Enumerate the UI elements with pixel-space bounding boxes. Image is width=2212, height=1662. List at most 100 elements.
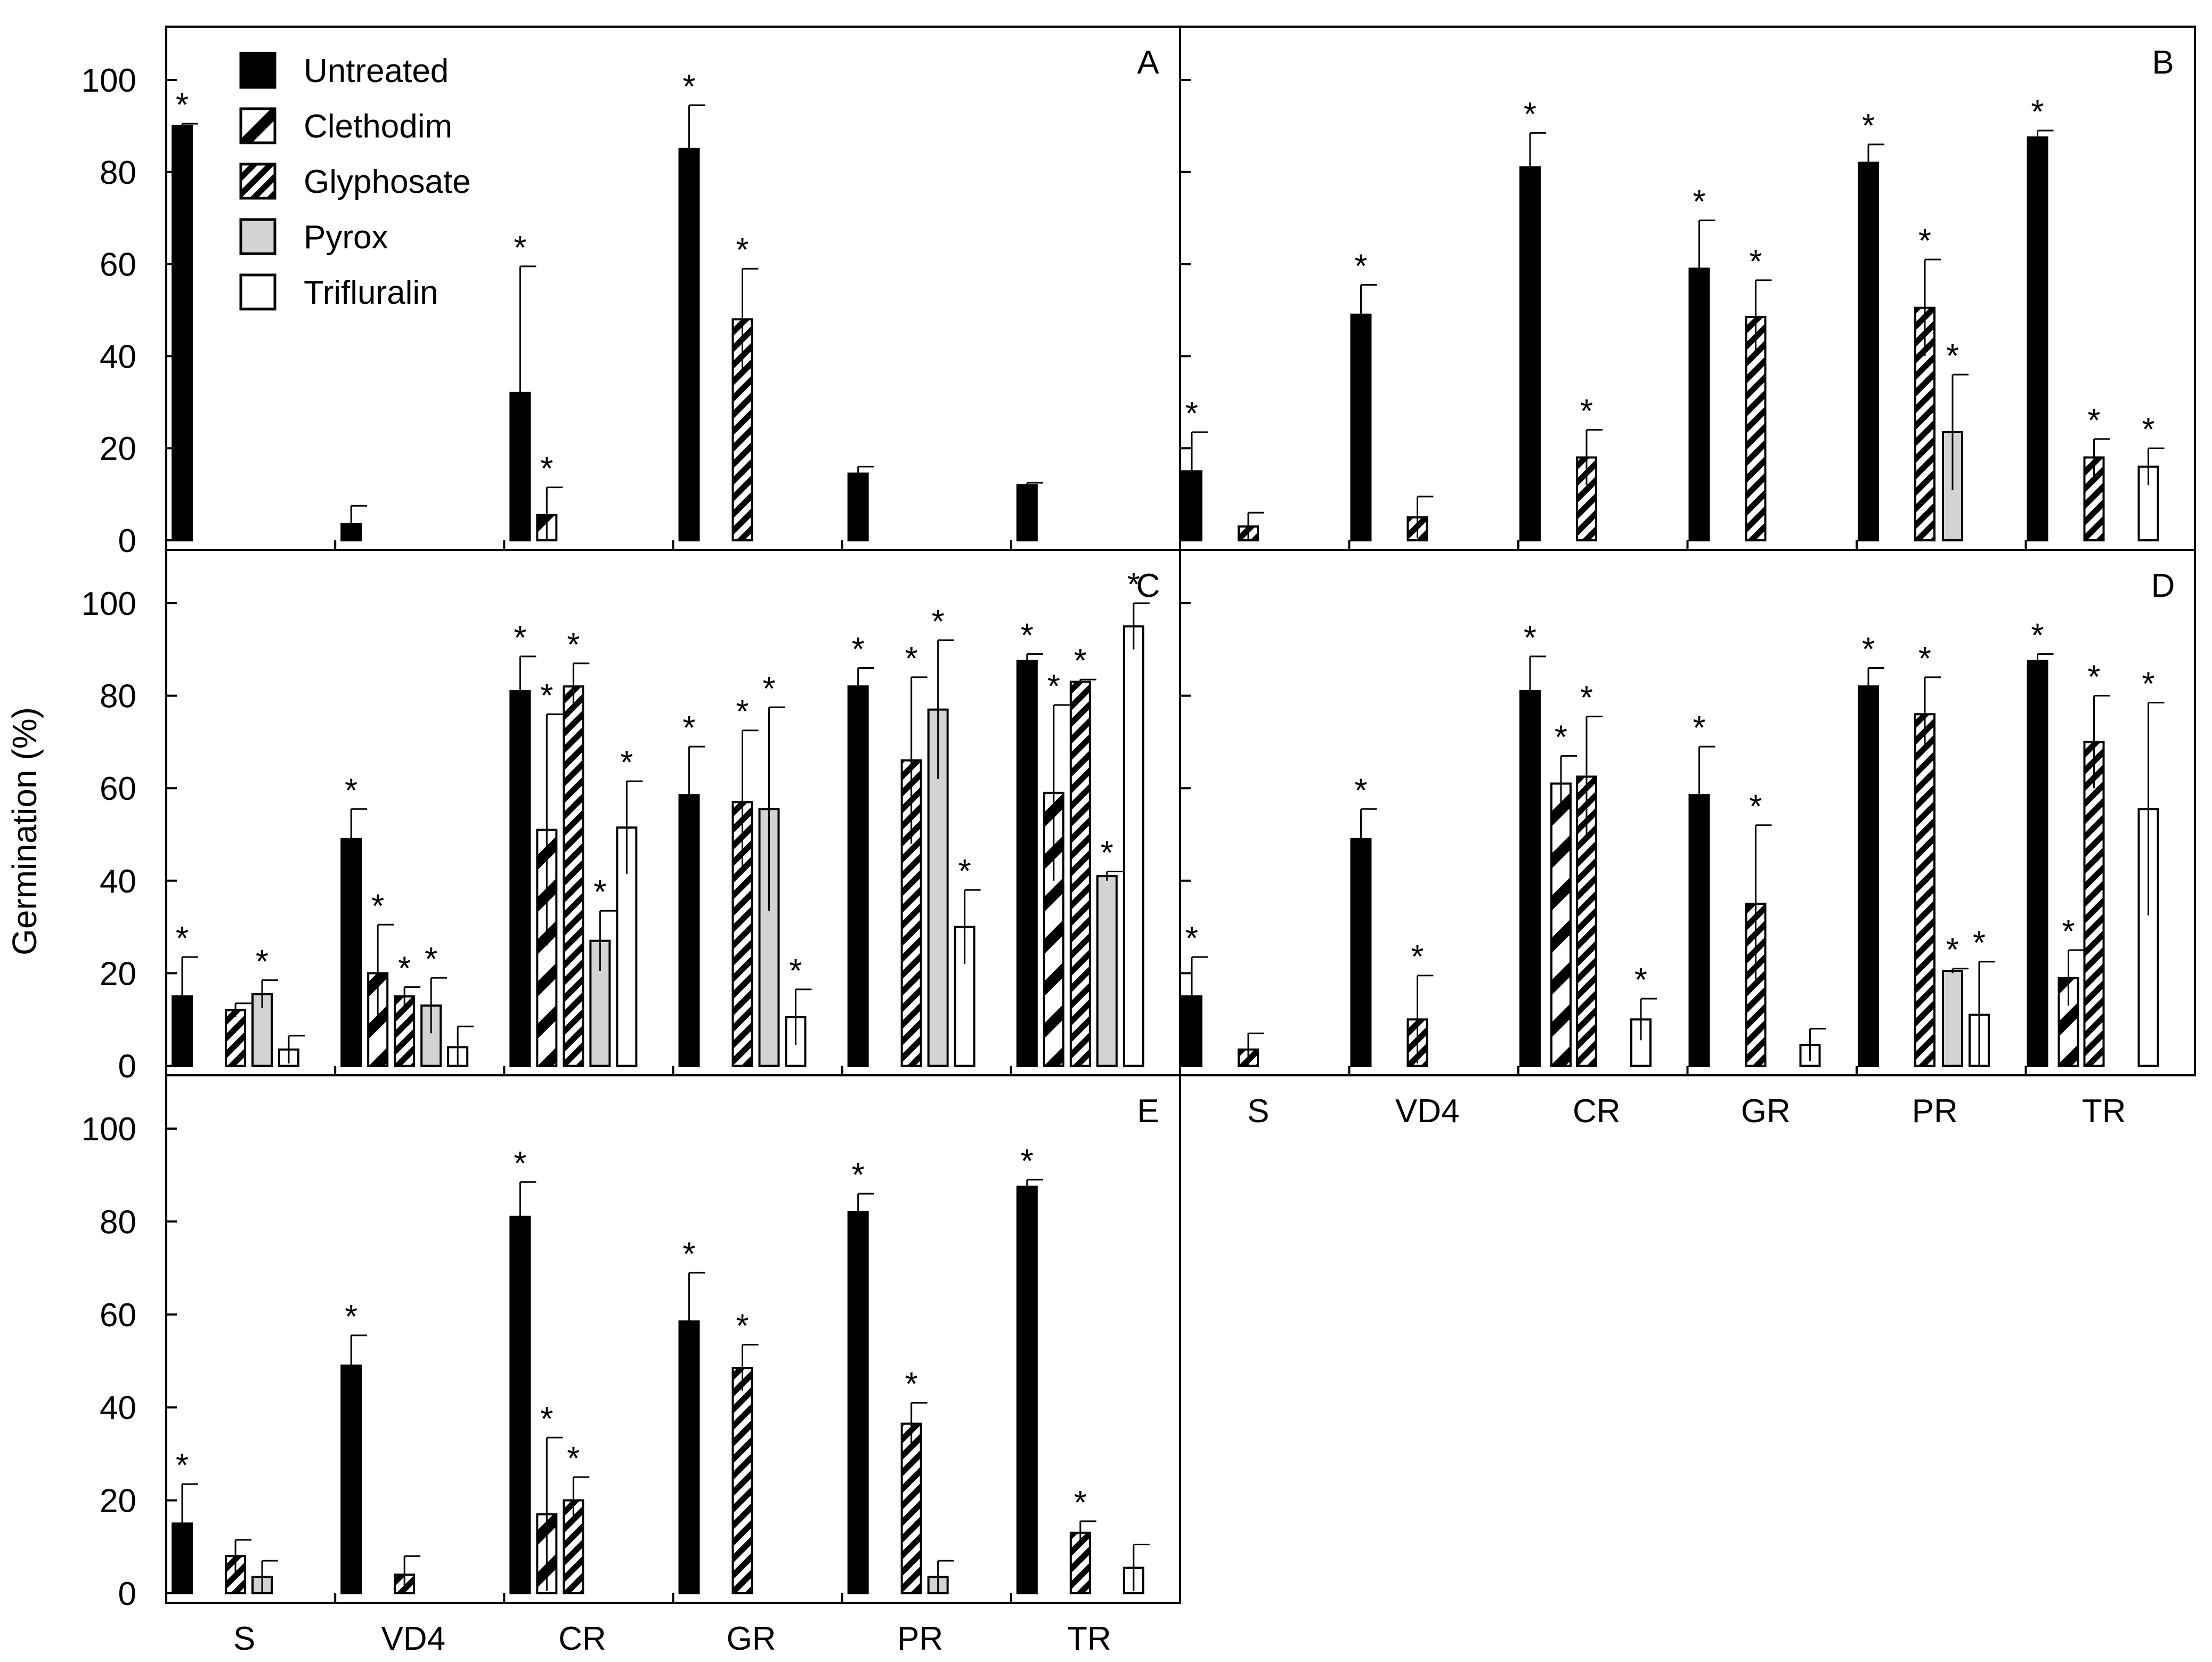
significance-marker: *	[1411, 939, 1424, 976]
y-tick-label: 40	[100, 1390, 136, 1426]
x-category-label: PR	[897, 1620, 943, 1657]
significance-marker: *	[789, 953, 802, 990]
significance-marker: *	[1524, 620, 1536, 656]
y-tick-label: 60	[100, 1297, 136, 1334]
significance-marker: *	[2031, 617, 2044, 654]
significance-marker: *	[1862, 631, 1875, 668]
y-tick-label: 0	[118, 523, 136, 560]
y-tick-label: 0	[118, 1576, 136, 1612]
y-tick-label: 20	[100, 1483, 136, 1520]
significance-marker: *	[2142, 666, 2154, 703]
significance-marker: *	[958, 853, 971, 890]
significance-marker: *	[1185, 920, 1198, 957]
bar-untreated	[847, 685, 869, 1067]
panel-label: E	[1137, 1093, 1159, 1130]
bar-glyphosate	[225, 1009, 246, 1067]
y-axis-title: Germination (%)	[5, 707, 44, 955]
significance-marker: *	[1555, 719, 1567, 756]
significance-marker: *	[1185, 395, 1198, 432]
y-tick-label: 60	[100, 247, 136, 283]
bar-glyphosate	[563, 685, 584, 1067]
bar-pyrox	[251, 993, 273, 1067]
significance-marker: *	[1074, 643, 1087, 679]
bar-untreated	[2027, 660, 2048, 1067]
panel-a: 0 20 40 60 80 100 A * * * * *	[82, 26, 1181, 560]
bar-untreated	[847, 1211, 869, 1594]
x-category-label: VD4	[381, 1620, 445, 1657]
significance-marker: *	[1021, 617, 1034, 654]
legend-label-trifluralin: Trifluralin	[304, 274, 438, 311]
significance-marker: *	[345, 1299, 357, 1335]
significance-marker: *	[1524, 96, 1536, 133]
significance-marker: *	[1580, 393, 1593, 430]
significance-marker: *	[567, 1440, 580, 1477]
legend-swatch-trifluralin	[239, 273, 276, 311]
significance-marker: *	[1634, 962, 1647, 999]
significance-marker: *	[540, 1401, 553, 1438]
bar-untreated	[1519, 166, 1541, 542]
bar-untreated	[340, 1364, 362, 1594]
significance-marker: *	[256, 943, 269, 980]
bar-glyphosate	[900, 1422, 922, 1594]
legend-swatch-untreated	[239, 52, 276, 89]
x-category-label: CR	[558, 1620, 606, 1657]
significance-marker: *	[176, 87, 189, 124]
y-tick-label: 80	[100, 1204, 136, 1241]
y-tick-label: 80	[100, 155, 136, 191]
bar-trifluralin	[1123, 625, 1144, 1067]
x-category-label: PR	[1912, 1093, 1958, 1130]
legend-label-pyrox: Pyrox	[304, 219, 388, 256]
panel-b: B * * * * * * * * * * * *	[1179, 26, 2196, 551]
x-category-label: GR	[1741, 1093, 1791, 1130]
significance-marker: *	[736, 694, 749, 731]
bar-untreated	[509, 690, 531, 1067]
significance-marker: *	[176, 1447, 189, 1484]
significance-marker: *	[762, 670, 775, 707]
y-tick-label: 100	[82, 1111, 136, 1148]
significance-marker: *	[593, 874, 606, 911]
bar-untreated	[1519, 690, 1541, 1067]
bar-glyphosate	[1914, 713, 1935, 1067]
bar-untreated	[2027, 136, 2048, 541]
significance-marker: *	[1946, 338, 1959, 375]
bar-glyphosate	[394, 995, 416, 1067]
significance-marker: *	[2087, 402, 2100, 439]
legend-label-glyphosate: Glyphosate	[304, 164, 471, 200]
bar-untreated	[340, 838, 362, 1067]
significance-marker: *	[1973, 925, 1986, 962]
significance-marker: *	[1693, 184, 1705, 221]
significance-marker: *	[852, 1157, 865, 1194]
significance-marker: *	[2142, 411, 2154, 448]
significance-marker: *	[1693, 710, 1705, 747]
significance-marker: *	[905, 1366, 918, 1402]
significance-marker: *	[682, 710, 695, 747]
bar-untreated	[1350, 838, 1372, 1067]
y-tick-label: 40	[100, 863, 136, 900]
significance-marker: *	[514, 620, 526, 656]
y-tick-label: 20	[100, 431, 136, 467]
bar-untreated	[678, 794, 700, 1067]
bar-untreated	[847, 472, 869, 541]
x-category-label: TR	[2082, 1093, 2126, 1130]
legend-label-untreated: Untreated	[304, 53, 449, 90]
bar-untreated	[1016, 1186, 1038, 1594]
bar-glyphosate	[2083, 741, 2105, 1067]
bar-glyphosate	[1576, 456, 1597, 541]
significance-marker: *	[2031, 94, 2044, 131]
bar-untreated	[678, 148, 700, 542]
significance-marker: *	[1862, 108, 1875, 144]
significance-marker: *	[1749, 244, 1762, 280]
x-category-label: GR	[727, 1620, 776, 1657]
bar-untreated	[1350, 313, 1372, 541]
panel-label: D	[2151, 567, 2175, 604]
panel-label: A	[1137, 44, 1159, 81]
significance-marker: *	[932, 603, 945, 640]
significance-marker: *	[425, 941, 437, 978]
y-tick-label: 100	[82, 586, 136, 622]
y-tick-label: 60	[100, 771, 136, 807]
significance-marker: *	[1918, 641, 1931, 677]
bar-clethodim	[1550, 782, 1572, 1067]
x-category-label: VD4	[1395, 1093, 1460, 1130]
